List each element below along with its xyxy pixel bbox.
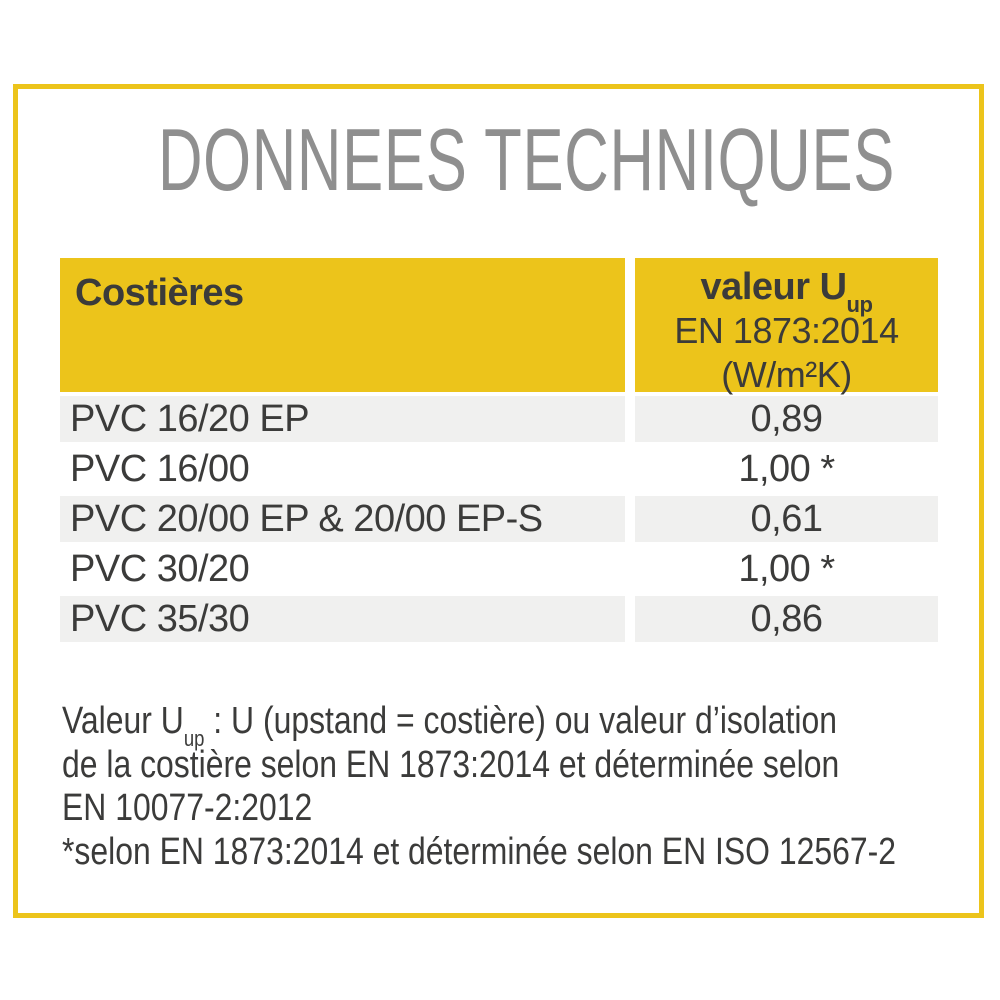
- footnote-line-1: Valeur Uup : U (upstand = costière) ou v…: [62, 700, 962, 750]
- table-row: PVC 30/20 1,00 *: [60, 546, 938, 592]
- table-header-row: Costières valeur Uup EN 1873:2014 (W/m²K…: [60, 258, 938, 395]
- header-u-value-prefix: valeur U: [700, 266, 847, 308]
- footnotes: Valeur Uup : U (upstand = costière) ou v…: [62, 700, 962, 874]
- row-value: 1,00 *: [635, 546, 938, 592]
- row-value: 0,89: [635, 396, 938, 442]
- row-label: PVC 20/00 EP & 20/00 EP-S: [60, 496, 625, 542]
- header-u-value-subscript: up: [846, 292, 873, 318]
- footnote-line-4: *selon EN 1873:2014 et déterminée selon …: [62, 830, 897, 873]
- technical-data-table: Costières valeur Uup EN 1873:2014 (W/m²K…: [60, 258, 938, 646]
- header-u-value-unit: (W/m²K): [721, 354, 852, 395]
- row-label: PVC 16/20 EP: [60, 396, 625, 442]
- header-costieres-label: Costières: [75, 272, 244, 314]
- table-row: PVC 35/30 0,86: [60, 596, 938, 642]
- page-title-text: DONNEES TECHNIQUES: [157, 110, 896, 209]
- row-value: 1,00 *: [635, 446, 938, 492]
- footnote-line-3: EN 10077-2:2012: [62, 787, 313, 829]
- page-title: DONNEES TECHNIQUES: [0, 116, 1000, 204]
- footnote-u-prefix: Valeur U: [62, 700, 184, 742]
- row-label: PVC 30/20: [60, 546, 625, 592]
- header-cell-u-value: valeur Uup EN 1873:2014 (W/m²K): [635, 258, 938, 395]
- row-value: 0,61: [635, 496, 938, 542]
- row-label: PVC 35/30: [60, 596, 625, 642]
- table-row: PVC 16/20 EP 0,89: [60, 396, 938, 442]
- header-u-value-norm: EN 1873:2014: [674, 310, 899, 351]
- header-cell-costieres: Costières: [60, 258, 625, 392]
- header-u-value-line1: valeur Uup: [635, 265, 938, 316]
- footnote-line-2: de la costière selon EN 1873:2014 et dét…: [62, 743, 840, 786]
- row-value: 0,86: [635, 596, 938, 642]
- table-row: PVC 20/00 EP & 20/00 EP-S 0,61: [60, 496, 938, 542]
- footnote-u-subscript: up: [183, 726, 205, 752]
- footnote-line-1-text: : U (upstand = costière) ou valeur d’iso…: [204, 700, 837, 742]
- row-label: PVC 16/00: [60, 446, 625, 492]
- table-row: PVC 16/00 1,00 *: [60, 446, 938, 492]
